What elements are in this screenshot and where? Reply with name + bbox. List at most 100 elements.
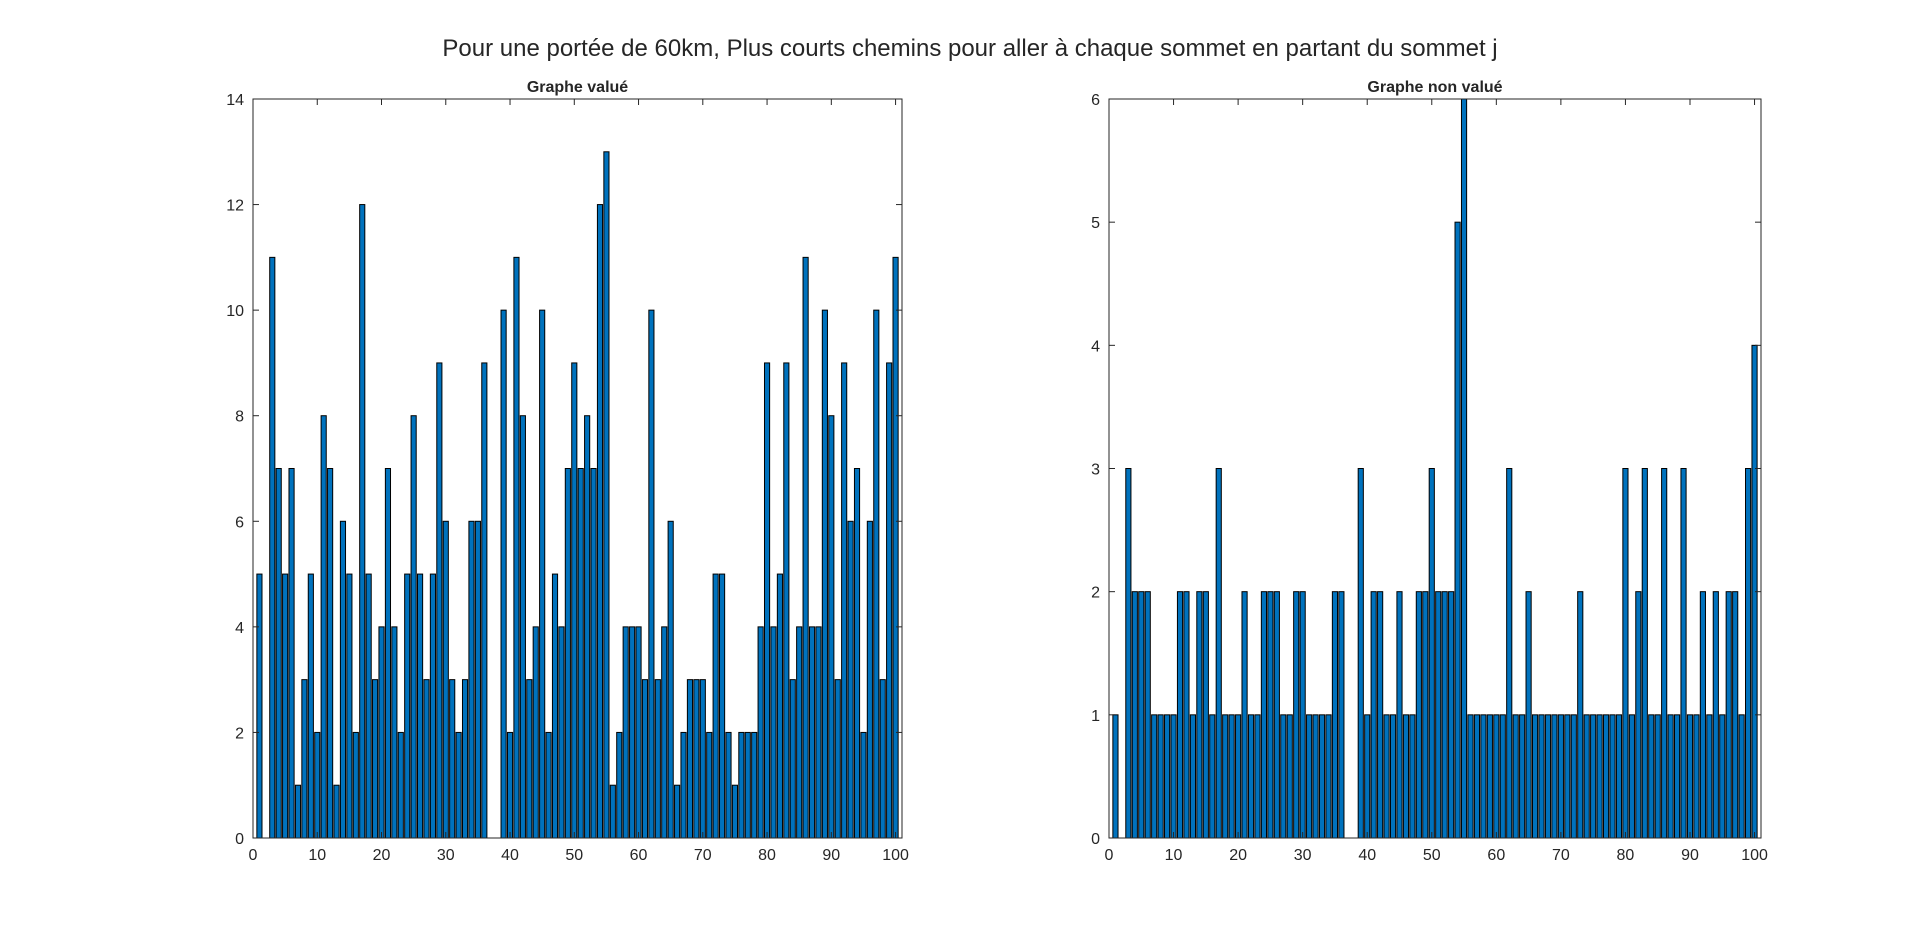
bar-91 (1693, 714, 1700, 839)
bar-74 (725, 731, 732, 839)
bar-95 (1719, 714, 1726, 839)
bar-34 (468, 520, 475, 839)
bar-99 (886, 362, 893, 839)
bar-44 (532, 626, 539, 839)
bar-3 (269, 256, 276, 839)
bar-97 (1732, 591, 1739, 839)
x-tick-label: 10 (308, 847, 326, 864)
bar-40 (1364, 714, 1371, 839)
bar-84 (1648, 714, 1655, 839)
bar-59 (1486, 714, 1493, 839)
bar-65 (667, 520, 674, 839)
x-tick-label: 50 (565, 847, 583, 864)
bar-67 (680, 731, 687, 839)
bar-81 (1628, 714, 1635, 839)
bar-14 (1196, 591, 1203, 839)
bar-94 (853, 468, 861, 839)
bar-79 (757, 626, 764, 839)
bar-52 (584, 415, 591, 839)
bar-48 (558, 626, 565, 839)
y-tick-label: 4 (1091, 338, 1100, 355)
x-tick-label: 60 (1487, 847, 1505, 864)
x-tick-label: 90 (1681, 847, 1699, 864)
bar-77 (744, 731, 751, 839)
bar-97 (873, 309, 880, 839)
bar-65 (1525, 591, 1532, 839)
bar-71 (1564, 714, 1571, 839)
bar-53 (590, 468, 597, 839)
bar-92 (841, 362, 848, 839)
y-tick-label: 4 (235, 620, 244, 637)
bar-77 (1602, 714, 1610, 839)
bar-11 (1176, 591, 1184, 839)
bar-16 (352, 731, 359, 839)
x-tick-label: 0 (1105, 847, 1114, 864)
x-tick-label: 30 (1294, 847, 1312, 864)
bar-33 (1318, 714, 1326, 839)
bar-69 (693, 679, 700, 839)
bar-34 (1325, 714, 1332, 839)
bar-92 (1699, 591, 1706, 839)
bar-27 (423, 679, 430, 839)
bar-89 (1680, 468, 1687, 839)
bar-15 (1202, 591, 1209, 839)
bar-19 (1228, 714, 1235, 839)
bar-66 (1531, 714, 1539, 839)
bar-57 (1473, 714, 1481, 839)
bar-61 (1499, 714, 1506, 839)
bar-88 (815, 626, 822, 839)
bar-68 (686, 679, 694, 839)
bar-84 (789, 679, 796, 839)
bar-9 (307, 573, 314, 839)
bar-87 (808, 626, 816, 839)
x-tick-label: 40 (501, 847, 519, 864)
bar-82 (1635, 591, 1642, 839)
bar-47 (551, 573, 559, 839)
bar-12 (327, 468, 334, 839)
bar-36 (1338, 591, 1345, 839)
bar-7 (294, 784, 302, 839)
bar-75 (1590, 714, 1597, 839)
bar-99 (1745, 468, 1752, 839)
bar-30 (442, 520, 449, 839)
bar-60 (1493, 714, 1500, 839)
bar-64 (661, 626, 668, 839)
bar-45 (539, 309, 546, 839)
bar-85 (1654, 714, 1661, 839)
bar-80 (763, 362, 771, 839)
bar-1 (256, 573, 263, 839)
bar-90 (828, 415, 835, 839)
x-tick-label: 10 (1165, 847, 1183, 864)
bar-21 (384, 468, 392, 839)
bar-70 (699, 679, 706, 839)
axes-box (252, 98, 903, 839)
bar-72 (712, 573, 719, 839)
bar-78 (751, 731, 758, 839)
y-tick-label: 5 (1091, 215, 1100, 232)
y-tick-label: 2 (1091, 585, 1100, 602)
bar-81 (770, 626, 777, 839)
x-tick-label: 80 (758, 847, 776, 864)
y-tick-label: 1 (1091, 708, 1100, 725)
bar-28 (429, 573, 436, 839)
bar-13 (1189, 714, 1196, 839)
bar-series (256, 151, 899, 839)
bar-52 (1441, 591, 1448, 839)
bar-5 (282, 573, 289, 839)
bar-86 (1661, 468, 1668, 839)
bar-55 (1460, 98, 1468, 839)
bar-63 (1512, 714, 1519, 839)
bar-74 (1583, 714, 1590, 839)
bar-35 (1331, 591, 1339, 839)
bar-76 (738, 731, 745, 839)
bar-55 (603, 151, 610, 839)
bar-4 (275, 468, 282, 839)
bar-57 (616, 731, 623, 839)
bar-67 (1538, 714, 1545, 839)
x-tick-label: 0 (249, 847, 258, 864)
y-tick-label: 12 (226, 198, 244, 215)
bar-26 (1273, 591, 1280, 839)
bar-48 (1415, 591, 1422, 839)
bar-49 (564, 468, 571, 839)
bar-87 (1667, 714, 1674, 839)
